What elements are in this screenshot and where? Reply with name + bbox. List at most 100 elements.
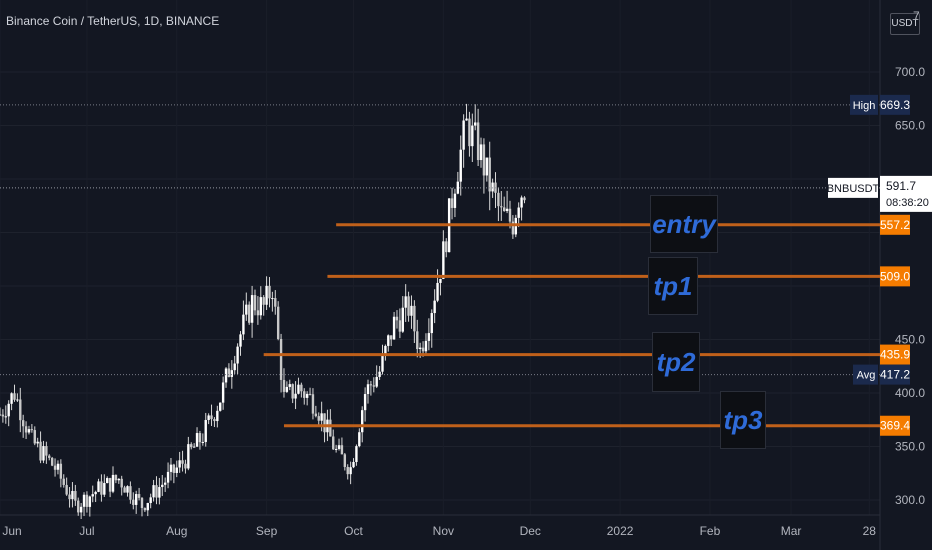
candle-body [436,282,439,301]
candle-body [169,464,173,472]
candle-body [462,120,465,150]
candle-body [210,415,213,420]
candle-body [392,316,396,340]
currency-unit-button[interactable]: USDT [890,13,920,35]
candle-body [366,384,370,395]
high-value-tag [880,94,910,115]
price-tag-tp3 [880,415,910,436]
candle-body [149,497,152,504]
candle-body [389,335,393,340]
candle-body [79,506,83,513]
chart-title: Binance Coin / TetherUS, 1D, BINANCE [6,14,220,28]
candle-body [85,494,89,507]
price-tag-tp2 [880,344,910,365]
candle-body [233,363,236,371]
candle-body [68,494,71,500]
candle-body [50,457,54,466]
x-tick-label: Oct [344,524,363,538]
candle-body [355,446,358,462]
current-price-text: 591.7 [886,179,916,193]
candle-body [13,393,16,400]
candle-body [485,157,489,176]
candle-body [178,460,181,468]
candle-body [53,465,57,470]
annotation-entry[interactable]: entry [650,195,718,253]
x-tick-label: Feb [700,524,721,538]
candle-body [82,494,86,507]
candle-body [24,426,28,433]
candle-body [10,393,13,404]
candle-body [77,500,80,513]
x-tick-label: 28 [863,524,877,538]
candle-body [120,478,123,488]
y-tick-label: 350.0 [895,440,925,454]
candle-body [103,483,106,495]
x-tick-label: Sep [256,524,278,538]
candle-body [413,305,416,332]
candle-body [442,241,445,279]
price-tag-text-tp1: 509.0 [880,269,910,283]
candle-body [204,419,207,442]
candle-body [401,307,404,332]
candle-body [459,149,462,182]
candle-body [195,433,199,447]
candle-body [387,335,390,346]
candle-body [265,285,268,305]
candle-body [375,376,378,387]
candle-body [36,441,39,444]
candle-body [346,466,349,475]
candle-body [97,481,100,492]
candle-body [488,157,491,192]
avg-badge [853,364,878,385]
candle-body [343,454,347,467]
candle-body [74,490,77,501]
annotation-tp2[interactable]: tp2 [652,332,700,392]
candle-body [129,486,132,500]
avg-badge-text: Avg [857,370,876,382]
candle-body [108,478,112,492]
candle-body [416,331,419,350]
candle-body [303,391,306,398]
y-tick-label: 300.0 [895,493,925,507]
candle-body [276,306,280,340]
y-tick-label: 700.0 [895,65,925,79]
candle-body [482,144,486,176]
candle-body [48,455,51,458]
candle-body [476,122,480,161]
price-tag-tp1 [880,266,910,287]
candle-body [491,182,494,192]
candle-body [253,295,257,311]
x-tick-label: Nov [433,524,454,538]
candle-body [190,444,193,448]
price-tag-text-tp2: 435.9 [880,348,910,362]
candle-body [126,486,129,493]
annotation-tp3[interactable]: tp3 [720,391,766,449]
candle-body [7,403,10,417]
candle-body [140,497,144,509]
candle-body [187,444,190,469]
candle-body [166,471,170,483]
candle-body [378,371,381,377]
candle-body [65,484,68,495]
x-tick-label: Dec [520,524,541,538]
candle-body [42,446,45,461]
candle-body [282,379,286,392]
candle-body [517,207,520,218]
candle-body [439,278,442,283]
candle-body [352,461,355,468]
candle-body [314,413,318,417]
candle-body [363,394,367,411]
candle-body [0,414,2,416]
candle-body [474,122,477,126]
countdown-text: 08:38:20 [886,197,929,209]
candle-body [158,487,161,498]
candle-body [100,481,103,495]
candle-body [372,385,376,387]
annotation-tp1[interactable]: tp1 [648,257,698,315]
candle-body [418,347,422,350]
candle-body [152,485,155,498]
candle-body [502,207,506,212]
candle-body [520,197,523,208]
